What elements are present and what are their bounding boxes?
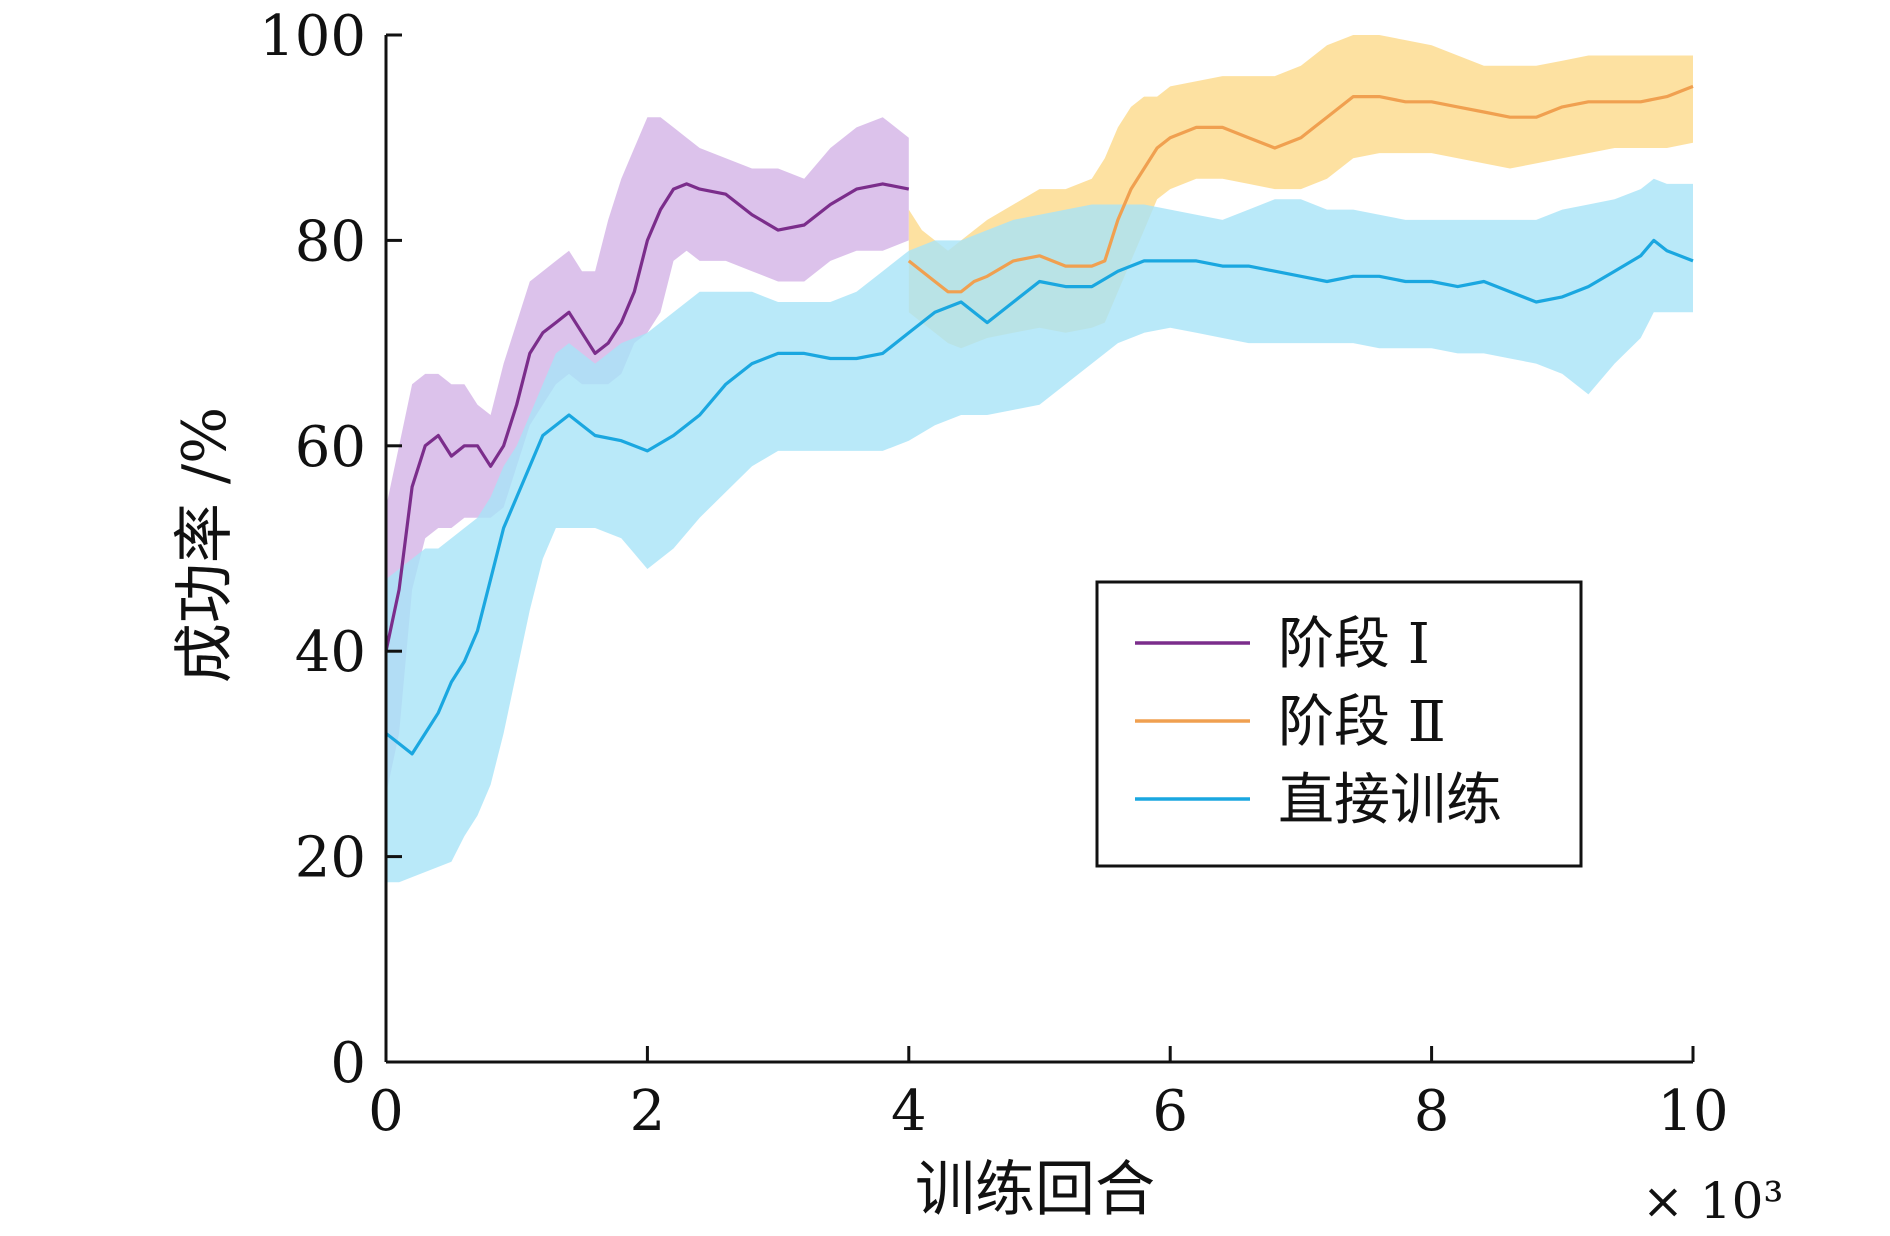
line-series-2 <box>385 238 1694 756</box>
line-series-1 <box>907 84 1694 294</box>
band-series-0 <box>386 117 909 795</box>
y-tick-label: 40 <box>295 620 366 685</box>
line-series-0 <box>384 182 910 652</box>
legend-label: 阶段 Ⅱ <box>1278 690 1446 755</box>
x-tick-label: 2 <box>630 1079 666 1144</box>
x-tick-label: 0 <box>368 1079 404 1144</box>
x-axis-multiplier: × 10³ <box>1642 1172 1783 1230</box>
legend-label: 阶段 Ⅰ <box>1278 612 1430 677</box>
x-axis-label: 训练回合 <box>915 1155 1155 1225</box>
y-tick-label: 80 <box>295 209 366 274</box>
y-axis-label: 成功率 /% <box>170 407 240 683</box>
legend: 阶段 Ⅰ 阶段 Ⅱ 直接训练 <box>1095 580 1583 868</box>
legend-box <box>1095 580 1583 868</box>
series-lines <box>384 84 1694 756</box>
band-series-2 <box>386 178 1693 883</box>
legend-label: 直接训练 <box>1278 768 1502 833</box>
x-tick-label: 8 <box>1414 1079 1450 1144</box>
x-tick-label: 4 <box>891 1079 927 1144</box>
y-tick-label: 60 <box>295 415 366 480</box>
y-tick-label: 100 <box>259 4 366 69</box>
x-tick-label: 10 <box>1657 1079 1728 1144</box>
y-tick-label: 0 <box>330 1031 366 1096</box>
x-tick-label: 6 <box>1152 1079 1188 1144</box>
y-tick-label: 20 <box>295 826 366 891</box>
